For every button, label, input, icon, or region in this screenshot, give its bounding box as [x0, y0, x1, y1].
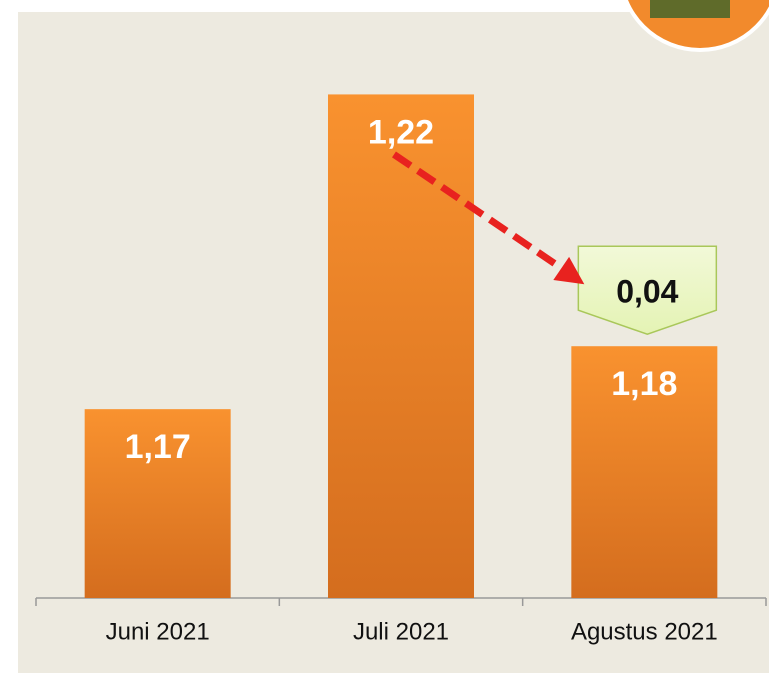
- corner-image: [650, 0, 730, 18]
- bar: [328, 94, 474, 598]
- bar: [571, 346, 718, 598]
- x-tick-label: Agustus 2021: [571, 618, 718, 645]
- x-tick-label: Juni 2021: [106, 618, 210, 645]
- data-label: 1,22: [368, 113, 434, 151]
- data-label: 1,17: [125, 428, 191, 466]
- bar: [84, 409, 231, 598]
- x-tick-label: Juli 2021: [353, 618, 449, 645]
- arrow-line: [392, 151, 573, 278]
- annotation-callout: [577, 245, 718, 336]
- annotation-label: 0,04: [616, 274, 678, 310]
- data-label: 1,18: [611, 365, 677, 403]
- arrow-head: [553, 256, 585, 285]
